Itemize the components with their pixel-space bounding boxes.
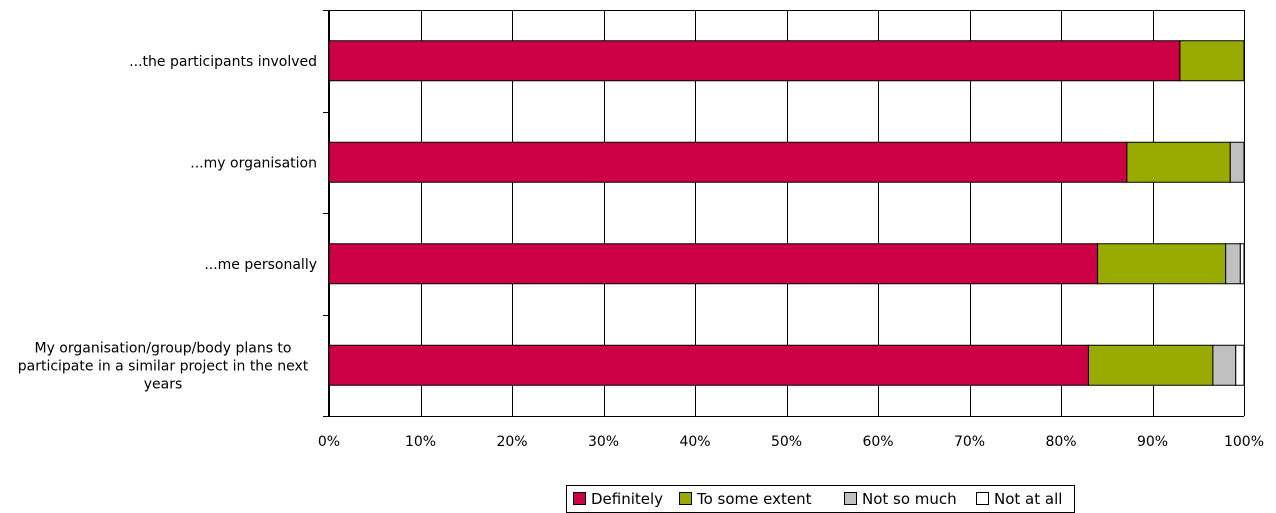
x-tick-label: 100% — [1224, 434, 1264, 450]
legend-swatch — [679, 492, 692, 505]
legend-label: Not at all — [994, 490, 1062, 508]
x-tick-label: 0% — [318, 434, 340, 450]
bar-segment-not-so-much — [1225, 243, 1241, 285]
x-tick-label: 20% — [496, 434, 527, 450]
bar-segment-to-some-extent — [1179, 40, 1245, 82]
legend-label: To some extent — [696, 490, 812, 508]
bar-segment-definitely — [328, 40, 1181, 82]
legend-swatch — [573, 492, 586, 505]
category-label: ...me personally — [204, 257, 317, 273]
x-tick-labels: 0% 10% 20% 30% 40% 50% 60% 70% 80% 90% 100% — [318, 434, 1264, 450]
bar-segment-to-some-extent — [1087, 344, 1214, 386]
x-tick-label: 90% — [1137, 434, 1168, 450]
axes — [323, 10, 1244, 417]
category-label: ...my organisation — [190, 155, 317, 171]
legend-swatch — [976, 492, 989, 505]
bar-segment-to-some-extent — [1097, 243, 1227, 285]
bar-segment-definitely — [328, 344, 1089, 386]
legend-label: Not so much — [862, 490, 957, 508]
x-tick-label: 10% — [405, 434, 436, 450]
x-tick-label: 50% — [771, 434, 802, 450]
bars — [328, 40, 1245, 386]
x-tick-label: 40% — [679, 434, 710, 450]
x-tick-label: 30% — [588, 434, 619, 450]
legend: Definitely To some extent Not so much Not a… — [566, 485, 1075, 513]
category-label: My organisation/group/body plans to parti… — [18, 340, 309, 392]
bar-segment-definitely — [328, 243, 1099, 285]
legend-label: Definitely — [591, 490, 663, 508]
x-tick-label: 80% — [1045, 434, 1076, 450]
x-tick-label: 70% — [954, 434, 985, 450]
bar-segment-not-so-much — [1229, 141, 1245, 183]
category-labels: ...the participants involved ...my organi… — [18, 54, 317, 393]
legend-swatch — [844, 492, 857, 505]
bar-segment-to-some-extent — [1126, 141, 1231, 183]
category-label: ...the participants involved — [129, 54, 317, 70]
bar-segment-not-at-all — [1239, 243, 1245, 285]
x-tick-label: 60% — [862, 434, 893, 450]
legend-box — [566, 485, 1075, 513]
bar-segment-definitely — [328, 141, 1128, 183]
bar-segment-not-so-much — [1212, 344, 1237, 386]
bar-segment-not-at-all — [1235, 344, 1245, 386]
